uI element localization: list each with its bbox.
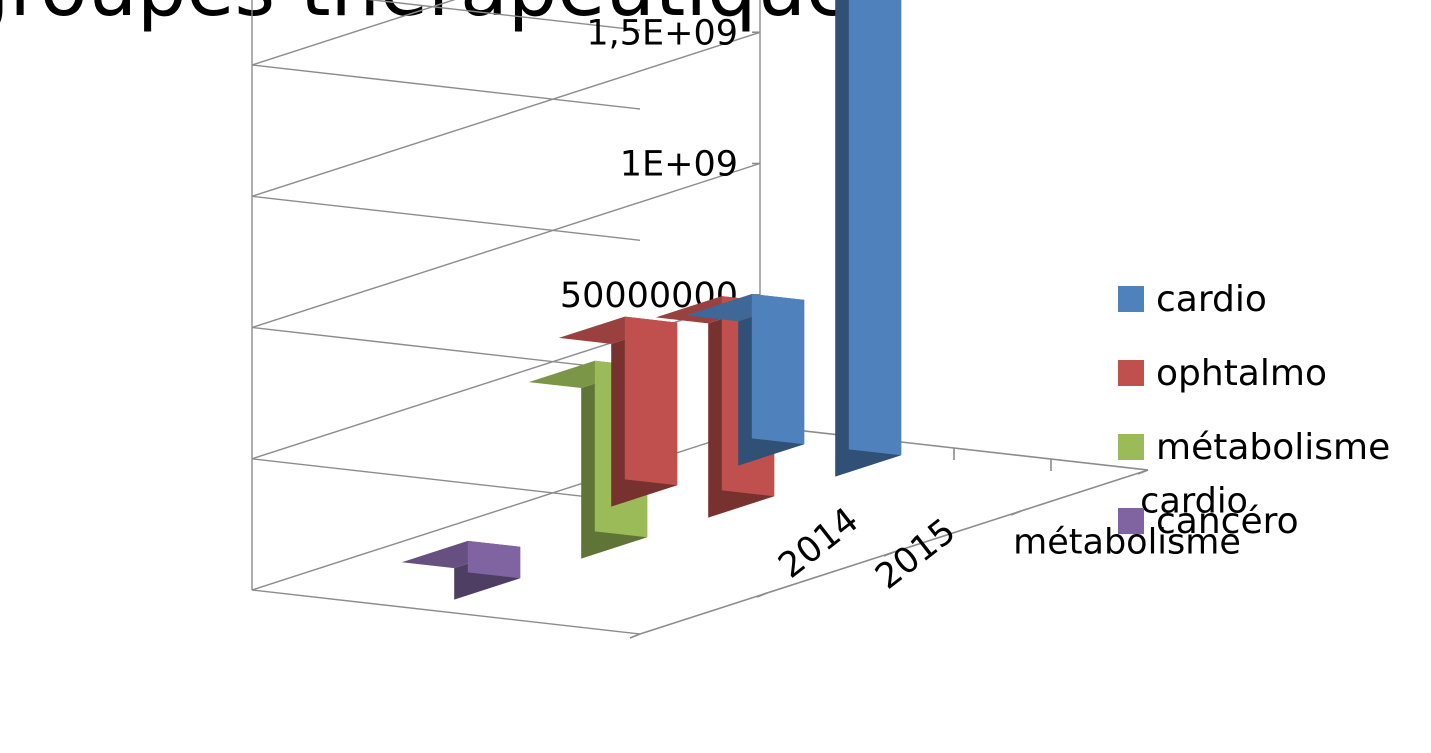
legend-item-cancero: cancéro: [1118, 484, 1390, 558]
depth-tick: [883, 551, 895, 557]
x-tick-label: 2015: [868, 511, 963, 597]
legend-swatch-cardio: [1118, 286, 1144, 312]
chart-legend: cardio ophtalmo métabolisme cancéro: [1118, 262, 1390, 558]
gridline-2: [251, 162, 761, 373]
legend-item-ophtalmo: ophtalmo: [1118, 336, 1390, 410]
legend-swatch-metabolisme: [1118, 434, 1144, 460]
depth-tick: [756, 592, 768, 598]
depth-tick-label: cardio: [1140, 482, 1248, 522]
bar-cancéro-2015: [467, 540, 521, 579]
legend-label-cancero: cancéro: [1156, 500, 1299, 542]
legend-item-metabolisme: métabolisme: [1118, 410, 1390, 484]
bar-cardio-2015: [848, 0, 902, 456]
x-tick-label: 2014: [771, 500, 866, 586]
gridline-0: [251, 425, 761, 635]
legend-label-ophtalmo: ophtalmo: [1156, 352, 1327, 394]
bar-ophtalmo-2014: [624, 316, 678, 486]
depth-tick: [1137, 469, 1149, 475]
depth-tick: [1010, 510, 1022, 516]
chart-title: groupes thérapeutiques: [0, 0, 895, 28]
legend-label-cardio: cardio: [1156, 278, 1267, 320]
wall-top-edge: [367, 0, 641, 31]
y-tick-label: 1E+09: [620, 145, 738, 185]
y-tick-label: 1,5E+09: [586, 13, 738, 53]
bar-cardio-2014: [751, 294, 805, 445]
legend-swatch-ophtalmo: [1118, 360, 1144, 386]
gridline-3: [251, 31, 761, 241]
gridline-1: [251, 294, 761, 504]
legend-swatch-cancero: [1118, 508, 1144, 534]
legend-label-metabolisme: métabolisme: [1156, 426, 1391, 468]
depth-tick: [629, 633, 641, 639]
legend-item-cardio: cardio: [1118, 262, 1390, 336]
